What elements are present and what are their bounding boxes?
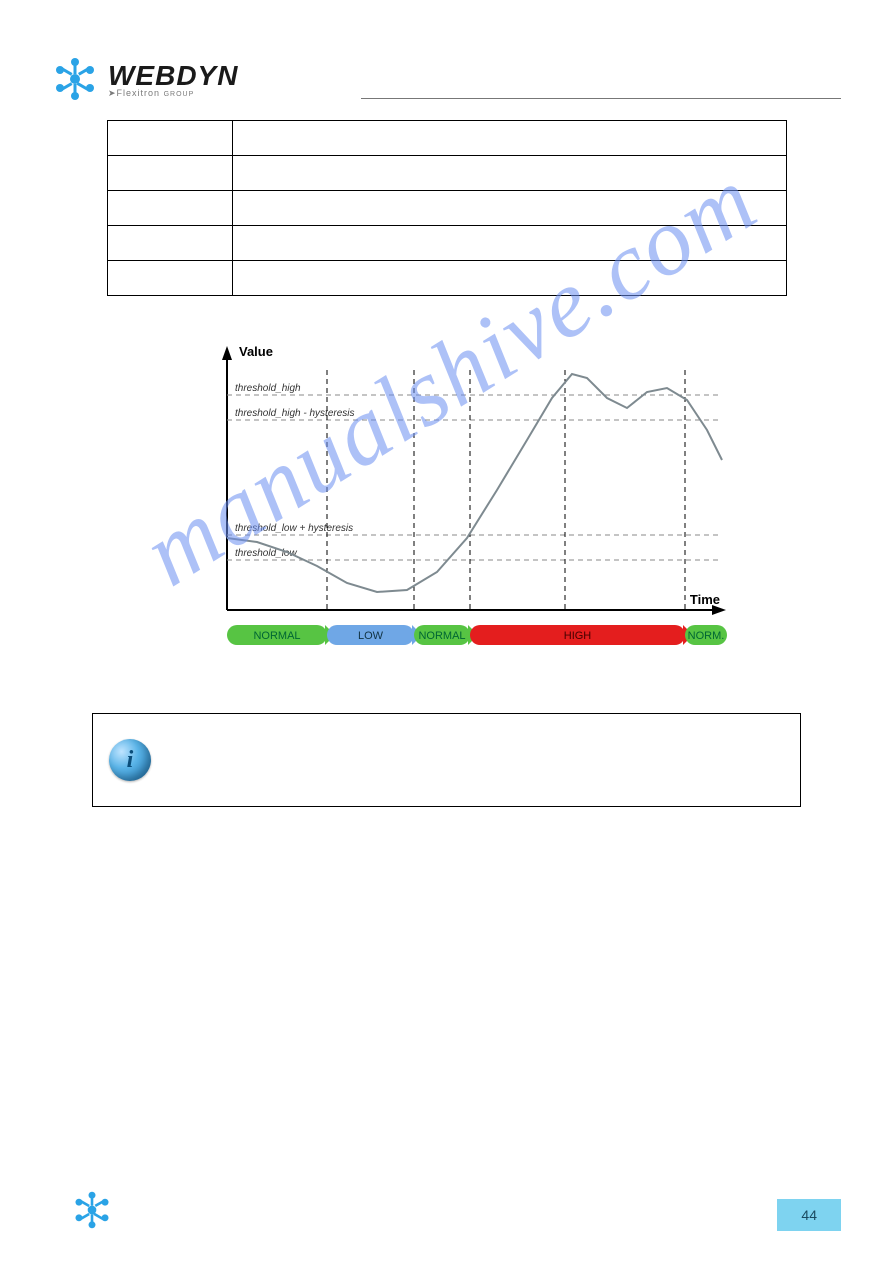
info-note [92, 713, 801, 807]
parameter-table [107, 120, 787, 296]
svg-text:LOW: LOW [357, 630, 383, 642]
svg-text:threshold_high: threshold_high [235, 383, 301, 394]
svg-text:NORMAL: NORMAL [418, 630, 465, 642]
page-number: 44 [777, 1199, 841, 1231]
svg-text:threshold_high - hysteresis: threshold_high - hysteresis [235, 408, 355, 419]
svg-text:HIGH: HIGH [563, 630, 591, 642]
logo: WEBDYN ➤Flexitron GROUP [52, 56, 841, 102]
svg-text:threshold_low + hysteresis: threshold_low + hysteresis [235, 523, 353, 534]
footer-logo-icon [72, 1190, 112, 1235]
svg-text:NORM.: NORM. [687, 630, 724, 642]
logo-star-icon [52, 56, 98, 102]
header-rule [361, 98, 841, 99]
threshold-chart: Value Time threshold_high threshold_high - … [167, 320, 727, 685]
svg-text:NORMAL: NORMAL [253, 630, 300, 642]
svg-text:Time: Time [689, 592, 719, 607]
info-icon [109, 739, 151, 781]
svg-text:Value: Value [239, 344, 273, 359]
